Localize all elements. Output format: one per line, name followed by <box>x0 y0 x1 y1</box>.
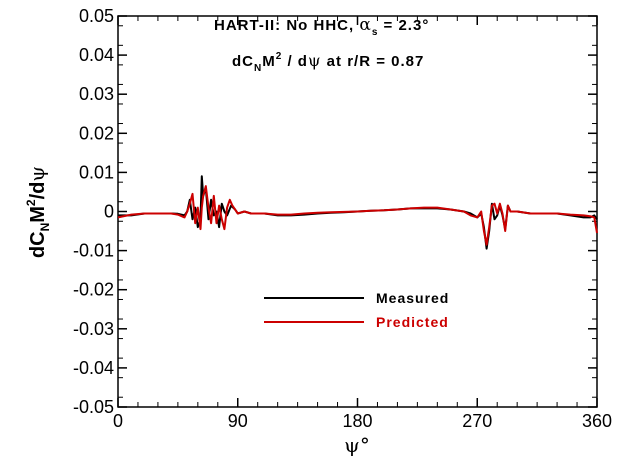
legend-entry: Predicted <box>376 314 449 330</box>
x-axis-label: ψ° <box>344 433 370 457</box>
x-tick-label: 0 <box>113 411 123 431</box>
x-tick-label: 90 <box>228 411 248 431</box>
y-tick-label: -0.04 <box>73 358 114 378</box>
x-tick-label: 180 <box>342 411 372 431</box>
y-tick-label: 0.03 <box>79 84 114 104</box>
x-tick-label: 270 <box>462 411 492 431</box>
title-line-1: HART-II: No HHC, αs = 2.3° <box>214 15 429 38</box>
chart-title: HART-II: No HHC, αs = 2.3° dCNM2 / dψ at … <box>214 15 429 74</box>
y-tick-label: 0.02 <box>79 123 114 143</box>
axes: 0 90 180 270 360 0.05 0.04 0.03 0.02 0.01 0 -0.01 -0… <box>24 6 612 457</box>
y-tick-label: 0.04 <box>79 45 114 65</box>
y-tick-label: -0.02 <box>73 280 114 300</box>
y-tick-label: 0 <box>104 202 114 222</box>
y-tick-label: -0.01 <box>73 241 114 261</box>
title-line-2: dCNM2 / dψ at r/R = 0.87 <box>232 51 424 74</box>
y-axis-label: dCNM2/dψ <box>24 166 52 258</box>
legend: Measured Predicted <box>264 290 449 330</box>
y-tick-label: 0.01 <box>79 162 114 182</box>
series-group <box>117 175 598 250</box>
series-line-predicted <box>117 185 598 246</box>
legend-entry: Measured <box>376 290 449 306</box>
y-tick-label: -0.03 <box>73 319 114 339</box>
x-tick-label: 360 <box>582 411 612 431</box>
y-tick-label: 0.05 <box>79 6 114 26</box>
y-tick-label: -0.05 <box>73 397 114 417</box>
